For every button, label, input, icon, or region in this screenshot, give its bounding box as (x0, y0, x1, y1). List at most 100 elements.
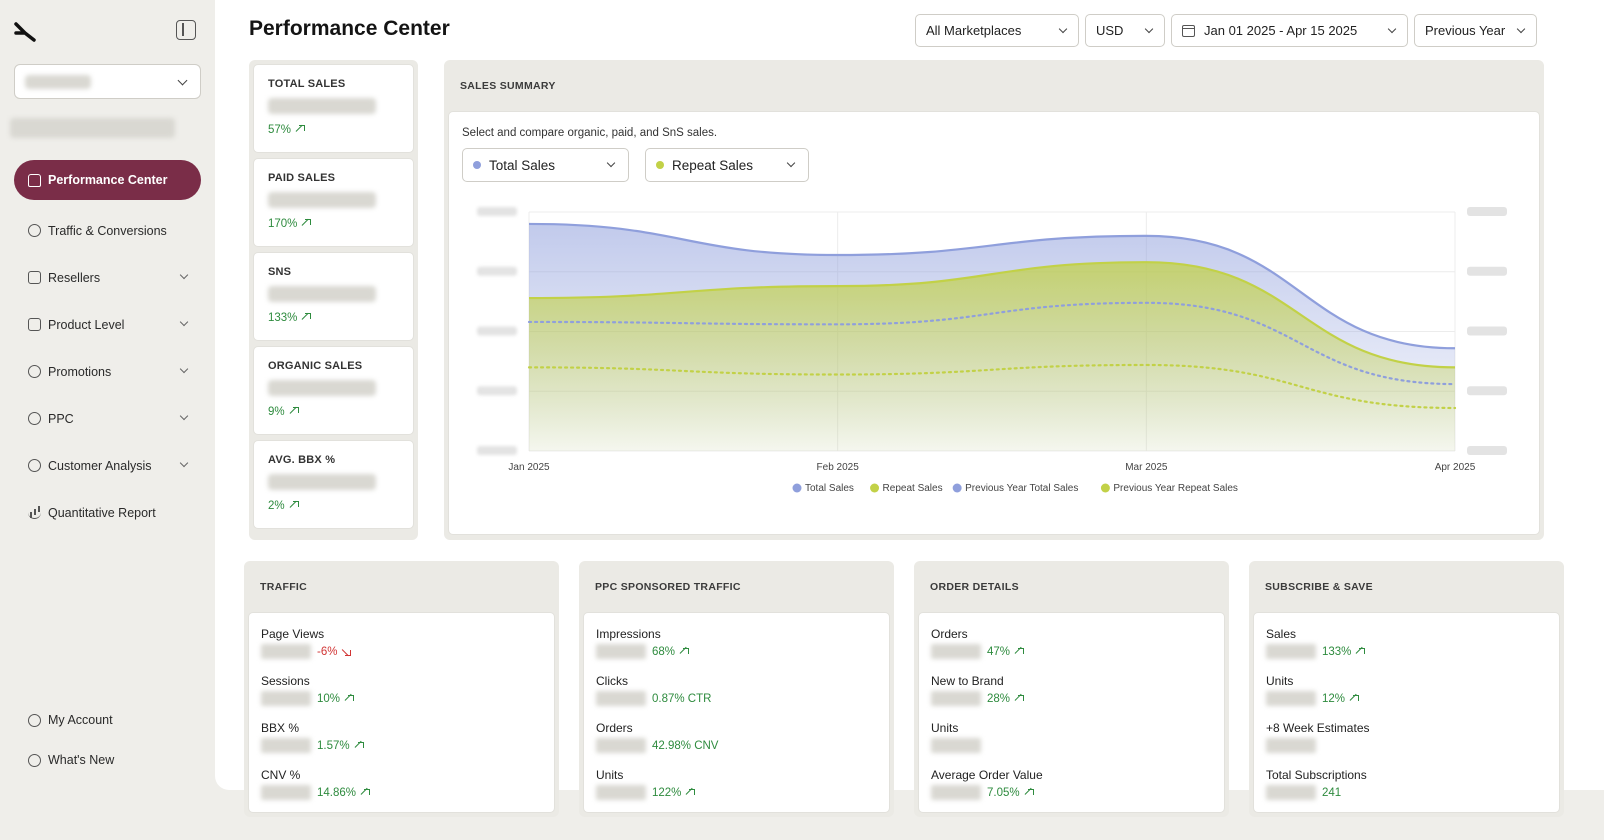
metric: New to Brand 28% (931, 674, 1212, 721)
chevron-down-icon (1058, 24, 1068, 34)
date-range-value: Jan 01 2025 - Apr 15 2025 (1204, 23, 1358, 38)
currency-select-value: USD (1096, 23, 1124, 38)
chevron-down-icon[interactable] (179, 411, 189, 421)
page-title: Performance Center (249, 17, 450, 40)
metric: Orders 42.98% CNV (596, 721, 877, 768)
summary-description: Select and compare organic, paid, and Sn… (462, 127, 718, 139)
sidebar-item-what-s-new[interactable]: What's New (14, 740, 201, 780)
brand-logo-icon[interactable] (14, 22, 36, 42)
metric: Clicks 0.87% CTR (596, 674, 877, 721)
metric-row: 7.05% (931, 785, 1212, 800)
kpi-delta-value: 2% (268, 500, 285, 512)
metric-label: Units (596, 768, 624, 782)
sidebar-item-label: PPC (48, 411, 74, 426)
metric-label: Sessions (261, 674, 310, 688)
sidebar-bottom-nav: My Account What's New (14, 700, 201, 780)
metric-delta: 0.87% CTR (652, 692, 712, 705)
series-dot (473, 161, 481, 169)
kpi-delta: 57% (268, 124, 399, 136)
series-select-primary[interactable]: Total Sales (462, 148, 629, 182)
metric-row: -6% (261, 644, 542, 659)
sidebar-item-performance-center[interactable]: Performance Center (14, 160, 201, 200)
chevron-down-icon[interactable] (179, 364, 189, 374)
trend-up-icon (1356, 647, 1366, 656)
metric: BBX % 1.57% (261, 721, 542, 768)
metric-row: 133% (1266, 644, 1547, 659)
kpi-label: TOTAL SALES (268, 78, 346, 90)
compare-period-value: Previous Year (1425, 23, 1506, 38)
kpi-delta-value: 9% (268, 406, 285, 418)
chevron-down-icon (1144, 24, 1154, 34)
organization-name-redacted (10, 118, 175, 138)
metric-delta: 7.05% (987, 786, 1020, 799)
sidebar-item-resellers[interactable]: Resellers (14, 254, 201, 301)
kpi-stack: TOTAL SALES 57% PAID SALES 170% SNS 133% ORGAN… (249, 60, 418, 540)
sidebar-item-my-account[interactable]: My Account (14, 700, 201, 740)
metric-row: 10% (261, 691, 542, 706)
chevron-down-icon (1516, 24, 1526, 34)
chevron-down-icon[interactable] (179, 270, 189, 280)
y2-tick-redacted (1467, 326, 1507, 336)
kpi-card[interactable]: AVG. BBX % 2% (253, 440, 414, 529)
sidebar-nav: Performance Center Traffic & Conversions R… (14, 160, 201, 536)
traffic-card: TRAFFIC Page Views -6% Sessions 10% BBX % 1.57… (244, 561, 559, 817)
metric-row: 12% (1266, 691, 1547, 706)
currency-select[interactable]: USD (1085, 14, 1165, 47)
metric: Units 12% (1266, 674, 1547, 721)
account-select[interactable] (14, 64, 201, 99)
chevron-down-icon (606, 158, 616, 168)
previous-year-total-sales-line (527, 301, 1457, 386)
card-body: Page Views -6% Sessions 10% BBX % 1.57% CNV % 1… (248, 612, 555, 813)
metric-label: Impressions (596, 627, 661, 641)
metric-value-redacted (931, 738, 981, 753)
kpi-label: AVG. BBX % (268, 454, 336, 466)
chevron-down-icon (786, 158, 796, 168)
sidebar-item-promotions[interactable]: Promotions (14, 348, 201, 395)
card-body: Orders 47% New to Brand 28% Units Average Ord… (918, 612, 1225, 813)
sidebar-item-traffic-conversions[interactable]: Traffic & Conversions (14, 207, 201, 254)
legend-label: Total Sales (805, 483, 854, 494)
trend-up-icon (296, 125, 306, 133)
metric-value-redacted (1266, 644, 1316, 659)
kpi-card[interactable]: PAID SALES 170% (253, 158, 414, 247)
metric-value-redacted (596, 785, 646, 800)
sidebar-item-product-level[interactable]: Product Level (14, 301, 201, 348)
y2-tick-redacted (1467, 446, 1507, 455)
kpi-card[interactable]: SNS 133% (253, 252, 414, 341)
traffic-icon (28, 224, 41, 237)
date-range-picker[interactable]: Jan 01 2025 - Apr 15 2025 (1171, 14, 1408, 47)
metric-row: 28% (931, 691, 1212, 706)
x-tick-label: Feb 2025 (817, 462, 860, 473)
sidebar: Performance Center Traffic & Conversions R… (0, 0, 215, 840)
sidebar-toggle-icon[interactable] (176, 20, 196, 40)
compare-period-select[interactable]: Previous Year (1414, 14, 1537, 47)
kpi-card[interactable]: TOTAL SALES 57% (253, 64, 414, 153)
repeat-sales-line (528, 261, 1456, 369)
sidebar-item-ppc[interactable]: PPC (14, 395, 201, 442)
chevron-down-icon[interactable] (179, 317, 189, 327)
chevron-down-icon[interactable] (179, 458, 189, 468)
kpi-card[interactable]: ORGANIC SALES 9% (253, 346, 414, 435)
card-heading: TRAFFIC (260, 581, 308, 593)
x-tick-label: Mar 2025 (1125, 462, 1168, 473)
metric: Sales 133% (1266, 627, 1547, 674)
series-dot (656, 161, 664, 169)
calendar-icon (1182, 24, 1195, 37)
series-select-secondary[interactable]: Repeat Sales (645, 148, 809, 182)
sidebar-item-label: Customer Analysis (48, 458, 152, 473)
metric-label: +8 Week Estimates (1266, 721, 1370, 735)
marketplace-select[interactable]: All Marketplaces (915, 14, 1079, 47)
card-heading: PPC SPONSORED TRAFFIC (595, 581, 741, 593)
metric: Sessions 10% (261, 674, 542, 721)
sidebar-item-customer-analysis[interactable]: Customer Analysis (14, 442, 201, 489)
metric-label: Units (1266, 674, 1294, 688)
metric-delta: 12% (1322, 692, 1346, 705)
trend-down-icon (342, 648, 352, 656)
metric-delta: 28% (987, 692, 1011, 705)
sidebar-item-quantitative-report[interactable]: Quantitative Report (14, 489, 201, 536)
metric-delta: 241 (1322, 786, 1342, 799)
y-tick-redacted (477, 266, 517, 276)
trend-up-icon (361, 788, 371, 797)
kpi-label: SNS (268, 266, 292, 278)
metric-value-redacted (261, 738, 311, 753)
